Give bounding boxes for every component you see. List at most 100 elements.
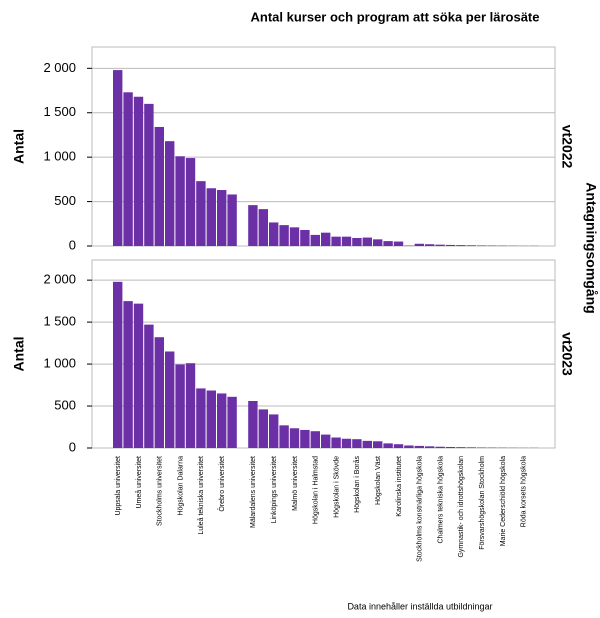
bar [133,96,144,246]
x-tick-label: Marie Cederschiöld högskola [500,456,507,546]
bar [175,156,185,246]
bar [154,337,164,448]
bar [227,194,237,246]
y-tick-label: 2 000 [43,60,76,75]
x-tick-label: Mälardalens universitet [250,456,257,528]
x-tick-label: Uppsala universitet [115,456,122,516]
bar [425,244,435,246]
bar [300,429,310,448]
bar [279,425,289,448]
chart-title: Antal kurser och program att söka per lä… [251,9,540,24]
bar [414,445,424,448]
bar [144,103,154,246]
x-tick-label: Stockholms konstnärliga högskola [417,456,424,562]
y-tick-label: 1 500 [43,314,76,329]
bar [269,222,279,246]
x-tick-label: Örebro universitet [218,456,226,512]
bar [466,447,476,448]
bar [123,301,133,448]
x-tick-label: Högskolan i Halmstad [313,456,320,524]
bar [300,230,310,246]
bar [279,225,289,246]
bar [258,409,268,448]
y-axis-label: Antal [11,337,27,372]
x-tick-label: Umeå universitet [135,456,143,509]
bar [217,393,227,448]
bar [435,446,445,448]
bar [123,92,133,246]
bar [383,443,393,448]
bar [133,303,144,448]
bar [445,446,456,448]
bar [362,440,372,448]
bar [352,238,362,246]
bar [341,236,352,246]
bar [383,241,393,246]
bar [248,401,258,448]
x-tick-label: Röda korsets högskola [521,456,528,527]
bar [206,390,216,448]
x-tick-label: Högskolan Dalarna [177,456,184,516]
bar [393,241,404,246]
bar [196,388,206,448]
bar [362,237,372,246]
bar [113,70,123,247]
bar [185,158,196,246]
bar [393,444,404,448]
x-tick-label: Försvarshögskolan Stockholm [479,456,486,550]
bar [165,141,175,246]
x-tick-label: Högskolan Väst [375,456,382,505]
bar [144,324,154,448]
bar [414,243,424,246]
facet-name: vt2023 [559,332,575,376]
bar [435,244,445,246]
bar [477,245,487,246]
bar [477,447,487,448]
bar [175,364,185,448]
bar [445,244,456,246]
note: Data innehåller inställda utbildningar [347,601,492,611]
bar [258,209,268,246]
bar [227,396,237,448]
bar [289,428,300,448]
y-tick-label: 0 [69,439,76,454]
bar [331,437,341,448]
y-tick-label: 500 [54,193,76,208]
bar [217,190,227,246]
bar [321,232,331,246]
bar [269,414,279,448]
bar [341,438,352,448]
facet-name: vt2022 [559,125,575,169]
x-tick-label: Gymnastik- och idrottshögskolan [458,456,465,558]
facet-label: Antagningsomgång [583,182,599,313]
bar [289,227,300,246]
bar [456,447,466,448]
bar [310,431,320,448]
x-tick-label: Stockholms universitet [157,456,164,526]
bar [113,281,123,448]
bar [206,188,216,246]
x-tick-label: Luleå tekniska universitet [197,456,205,535]
bar [373,441,383,448]
y-tick-label: 0 [69,237,76,252]
bar [466,245,476,246]
bar [373,239,383,246]
x-tick-label: Högskolan i Borås [353,456,361,513]
y-tick-label: 500 [54,397,76,412]
bar [352,439,362,448]
bar [321,434,331,448]
bar [331,236,341,246]
x-tick-label: Malmö universitet [292,456,299,511]
x-tick-label: Högskolan i Skövde [333,456,340,518]
bar [196,181,206,246]
y-tick-label: 2 000 [43,272,76,287]
y-tick-label: 1 000 [43,356,76,371]
x-tick-label: Karolinska institutet [396,456,403,517]
bar [425,446,435,448]
y-axis-label: Antal [11,129,27,164]
bar [154,126,164,246]
y-tick-label: 1 000 [43,149,76,164]
x-tick-label: Linköpings universitet [271,456,278,523]
bar [185,363,196,448]
bar [456,245,466,246]
